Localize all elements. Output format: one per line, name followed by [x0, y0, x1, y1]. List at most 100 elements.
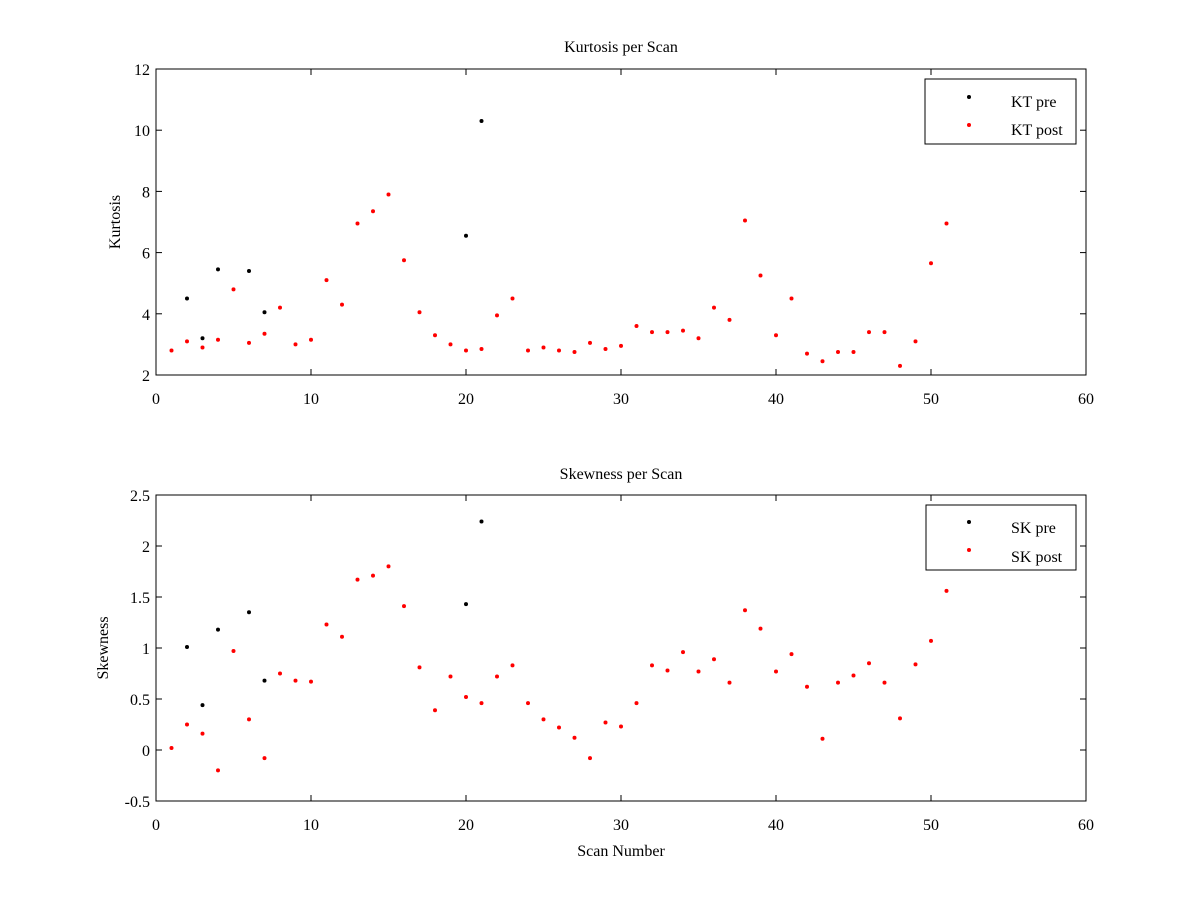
point-kt-post [479, 346, 484, 351]
point-sk-pre [247, 610, 251, 615]
point-kt-pre [185, 296, 189, 301]
kurtosis-legend: KT pre KT post [924, 78, 1077, 145]
point-kt-post [200, 345, 205, 350]
point-kt-post [929, 261, 933, 266]
point-sk-post [216, 768, 220, 773]
kurtosis-ticks: 0 10 20 30 40 50 60 2 4 6 8 10 12 [134, 62, 1094, 408]
point-sk-post [169, 745, 174, 750]
point-sk-post [867, 661, 871, 666]
point-sk-post [727, 680, 732, 685]
point-kt-post [789, 296, 794, 301]
point-kt-post [681, 328, 685, 333]
point-kt-post [371, 209, 375, 214]
point-sk-post [836, 680, 840, 685]
skewness-title: Skewness per Scan [560, 466, 683, 483]
kurtosis-x-tick-label: 10 [303, 391, 319, 408]
point-sk-post [278, 671, 282, 676]
point-kt-post [743, 218, 747, 223]
kurtosis-y-tick-label: 4 [142, 307, 150, 324]
skewness-x-tick-label: 60 [1078, 817, 1094, 834]
skewness-ticks: 0 10 20 30 40 50 60-0.500.511.522.5 [125, 488, 1094, 834]
point-sk-post [371, 573, 375, 578]
point-kt-post [309, 337, 313, 342]
kurtosis-y-tick-label: 10 [134, 123, 150, 140]
point-kt-post [758, 273, 763, 278]
skewness-y-tick-label: 0.5 [130, 692, 150, 709]
skewness-x-tick-label: 50 [923, 817, 939, 834]
kurtosis-x-tick-label: 20 [458, 391, 474, 408]
point-kt-post [898, 363, 902, 368]
point-kt-post [944, 221, 949, 226]
point-kt-post [526, 348, 530, 353]
point-sk-pre [200, 703, 205, 708]
point-sk-post [247, 717, 251, 722]
point-kt-post [557, 348, 561, 353]
skewness-x-tick-label: 30 [613, 817, 629, 834]
legend-marker-sk-pre [967, 520, 971, 524]
point-sk-post [665, 668, 670, 673]
point-sk-pre [262, 678, 267, 683]
point-sk-post [696, 669, 701, 674]
point-sk-post [681, 650, 685, 655]
point-sk-post [309, 679, 313, 684]
point-kt-post [619, 343, 623, 348]
point-sk-post [789, 652, 794, 657]
point-sk-post [231, 649, 236, 654]
point-kt-post [433, 333, 437, 338]
point-kt-post [603, 346, 608, 351]
point-kt-pre [262, 310, 267, 315]
skewness-y-tick-label: 2 [142, 539, 150, 556]
point-kt-post [185, 339, 189, 344]
point-kt-post [448, 342, 453, 347]
point-sk-post [464, 694, 468, 699]
point-kt-post [216, 337, 220, 342]
point-kt-post [386, 192, 391, 197]
skewness-y-tick-label: 1 [142, 641, 150, 658]
point-kt-post [851, 350, 856, 355]
point-sk-post [355, 577, 360, 582]
kurtosis-x-tick-label: 50 [923, 391, 939, 408]
point-sk-post [262, 756, 267, 761]
point-sk-post [603, 720, 608, 725]
skewness-y-tick-label: 0 [142, 743, 150, 760]
point-kt-post [417, 310, 422, 315]
point-kt-post [882, 330, 887, 335]
point-kt-post [324, 278, 329, 283]
point-sk-post [510, 663, 515, 668]
kurtosis-plot: Kurtosis per Scan Kurtosis 0 10 20 30 40 50 60… [107, 39, 1094, 408]
point-kt-post [293, 342, 298, 347]
point-sk-post [340, 634, 344, 639]
point-sk-post [448, 674, 453, 679]
kurtosis-points [169, 119, 949, 368]
point-sk-post [557, 725, 561, 730]
point-kt-post [231, 287, 236, 292]
point-sk-post [882, 680, 887, 685]
kurtosis-legend-box [924, 78, 1077, 145]
point-sk-post [541, 717, 546, 722]
point-sk-post [402, 604, 406, 609]
point-sk-post [805, 684, 809, 689]
point-kt-post [278, 305, 282, 310]
kurtosis-y-axis-label: Kurtosis [107, 195, 124, 249]
point-sk-post [417, 665, 422, 670]
skewness-plot: Skewness per Scan Skewness Scan Number 0… [95, 466, 1094, 860]
point-kt-post [541, 345, 546, 350]
skewness-x-tick-label: 0 [152, 817, 160, 834]
point-sk-post [526, 701, 530, 706]
point-kt-post [820, 359, 825, 364]
point-sk-post [185, 722, 189, 727]
point-kt-pre [464, 233, 468, 238]
point-kt-post [402, 258, 406, 263]
legend-label-sk-post: SK post [1011, 549, 1063, 566]
skewness-y-axis-label: Skewness [95, 616, 112, 679]
skewness-y-tick-label: 1.5 [130, 590, 150, 607]
legend-marker-kt-pre [967, 95, 971, 99]
point-sk-post [650, 663, 654, 668]
point-kt-post [510, 296, 515, 301]
point-kt-post [727, 317, 732, 322]
point-sk-post [944, 588, 949, 593]
point-kt-post [634, 324, 639, 329]
kurtosis-y-tick-label: 6 [142, 246, 150, 263]
point-sk-post [712, 657, 716, 662]
point-kt-post [247, 340, 251, 345]
